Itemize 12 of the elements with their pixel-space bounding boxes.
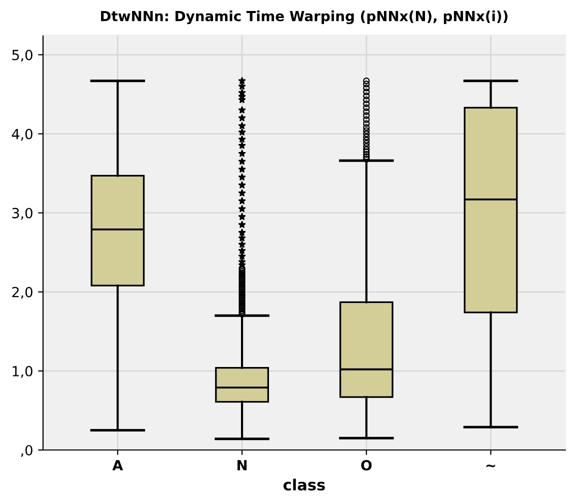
x-tick-label: ~ bbox=[486, 464, 496, 468]
y-tick-label: 2,0 bbox=[12, 286, 32, 299]
y-tick-label: 4,0 bbox=[12, 128, 32, 141]
x-axis-title: class bbox=[283, 478, 325, 491]
x-tick-label: A bbox=[112, 460, 123, 470]
x-tick-label: N bbox=[238, 460, 247, 470]
y-tick-label: ,0 bbox=[21, 444, 32, 457]
chart-title: DtwNNn: Dynamic Time Warping (pNNx(N), pNNx(i)) bbox=[101, 10, 508, 24]
x-tick-label: O bbox=[361, 460, 372, 470]
y-tick-label: 5,0 bbox=[12, 50, 32, 62]
y-tick-label: 3,0 bbox=[12, 208, 32, 220]
y-tick-label: 1,0 bbox=[12, 366, 32, 378]
